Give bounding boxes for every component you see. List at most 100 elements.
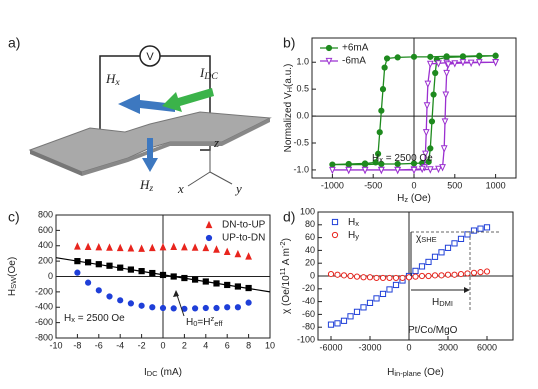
marker	[159, 242, 167, 251]
marker	[383, 55, 391, 62]
text-segment: DMI	[439, 299, 453, 308]
y-axis-label: HSW(Oe)	[7, 257, 18, 296]
x-tick-label: 500	[447, 180, 462, 190]
x-tick-label: 0	[406, 342, 411, 352]
y-tick-label: 100	[300, 206, 315, 216]
marker	[127, 300, 134, 307]
marker	[442, 91, 450, 99]
marker	[451, 60, 459, 68]
marker	[374, 150, 382, 157]
y-tick-label: -1.0	[293, 164, 309, 174]
x-tick-label: -8	[73, 340, 81, 350]
x-tick-label: 2	[182, 340, 187, 350]
text-segment: χ	[416, 233, 422, 244]
x-tick-label: -1000	[321, 180, 344, 190]
text-segment: SW	[9, 276, 18, 289]
text-segment: I	[199, 65, 205, 80]
x-tick-label: 0	[411, 180, 416, 190]
panel-label: d)	[283, 209, 295, 225]
x-tick-label: 0	[160, 340, 165, 350]
annotation: χSHE	[416, 233, 437, 244]
x-tick-label: -4	[116, 340, 124, 350]
marker	[392, 274, 400, 282]
marker	[84, 242, 92, 251]
marker	[381, 64, 388, 71]
legend-label: UP-to-DN	[222, 233, 265, 244]
marker	[457, 270, 465, 278]
x-tick-label: -6000	[319, 342, 342, 352]
marker	[394, 54, 401, 61]
marker	[444, 271, 452, 278]
y-tick-label: 20	[305, 258, 315, 268]
text-segment: H	[105, 71, 116, 86]
x-tick-label: -500	[364, 180, 382, 190]
marker	[372, 159, 379, 166]
axis-z-label: z	[213, 135, 219, 150]
marker	[412, 273, 419, 280]
marker	[457, 235, 465, 242]
marker	[483, 224, 491, 231]
text-segment: (Oe)	[408, 193, 431, 204]
x-tick-label: 6	[225, 340, 230, 350]
marker	[376, 129, 383, 136]
marker	[213, 304, 220, 312]
marker	[394, 160, 401, 168]
marker	[444, 61, 452, 69]
marker	[360, 274, 367, 281]
marker	[138, 244, 145, 252]
text-segment: H	[387, 367, 394, 378]
marker	[422, 150, 429, 159]
marker	[418, 165, 426, 174]
marker	[386, 274, 393, 282]
text-segment: 0	[193, 319, 197, 328]
legend-label: Hy	[348, 230, 359, 241]
marker	[170, 242, 178, 251]
marker	[431, 272, 439, 279]
marker	[74, 258, 81, 265]
marker	[74, 242, 81, 250]
slab-edge	[30, 150, 82, 176]
marker	[477, 225, 484, 232]
marker	[443, 54, 450, 61]
marker	[345, 166, 353, 175]
marker	[399, 274, 406, 282]
marker	[347, 272, 354, 280]
marker	[345, 161, 352, 168]
y-axis-label: χ (Oe/1011 A m-2)	[278, 238, 292, 314]
text-segment: H	[139, 177, 150, 192]
marker	[361, 161, 369, 168]
marker	[483, 268, 491, 275]
y-tick-label: 0.0	[296, 110, 309, 120]
marker	[378, 160, 385, 168]
marker	[106, 243, 113, 251]
marker	[340, 317, 348, 324]
marker	[438, 249, 445, 256]
annotation: Hx = 2500 Oe	[64, 313, 125, 324]
y-tick-label: -60	[302, 309, 315, 319]
marker	[245, 299, 252, 306]
marker	[329, 161, 336, 168]
legend-marker	[331, 218, 339, 226]
y-tick-label: 40	[305, 245, 315, 255]
y-tick-label: 400	[38, 240, 53, 250]
marker	[377, 166, 385, 175]
marker	[459, 59, 467, 67]
idc-label: IDC	[199, 65, 218, 82]
y-tick-label: 60	[305, 232, 315, 242]
marker	[149, 269, 156, 277]
marker	[224, 304, 231, 311]
text-segment: y	[355, 232, 359, 241]
text-segment: (Oe)	[421, 367, 444, 378]
marker	[423, 102, 431, 110]
marker	[373, 295, 380, 302]
x-tick-label: 6000	[477, 342, 497, 352]
marker	[85, 279, 92, 286]
marker	[438, 272, 445, 279]
text-segment: =H	[197, 317, 210, 328]
marker	[477, 269, 484, 276]
marker	[127, 266, 135, 273]
marker	[366, 299, 374, 306]
marker	[85, 259, 92, 266]
marker	[234, 249, 242, 258]
